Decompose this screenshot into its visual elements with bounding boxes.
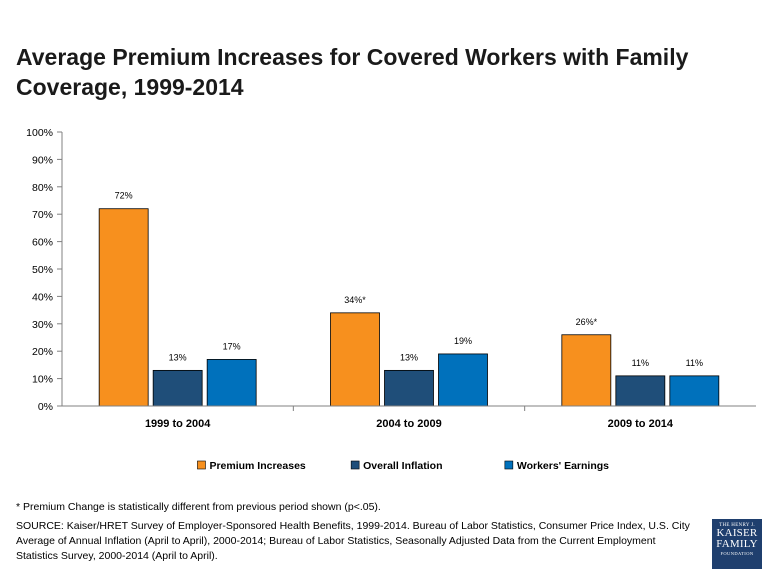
bar-data-label: 11% <box>686 358 703 368</box>
logo-line-2: FAMILY <box>716 538 758 550</box>
legend-swatch <box>350 460 360 470</box>
y-tick-label: 100% <box>26 127 53 139</box>
legend-label: Workers' Earnings <box>517 460 609 472</box>
bar-data-label: 19% <box>454 336 472 346</box>
bar-data-label: 13% <box>400 352 418 362</box>
page-title: Average Premium Increases for Covered Wo… <box>16 44 689 100</box>
logo-bottom-text: FOUNDATION <box>720 551 754 556</box>
x-axis: 1999 to 2004 2004 to 2009 2009 to 2014 <box>62 405 756 430</box>
y-tick-label: 80% <box>32 182 53 194</box>
y-tick-label: 20% <box>32 346 53 358</box>
bar <box>330 312 380 407</box>
legend: Premium Increases Overall Inflation Worker… <box>197 460 609 472</box>
kaiser-family-foundation-logo: THE HENRY J. KAISER FAMILY FOUNDATION <box>712 519 762 569</box>
y-tick-label: 0% <box>38 401 53 413</box>
legend-swatch <box>504 460 514 470</box>
bar <box>152 369 203 407</box>
bar-data-label: 11% <box>632 358 649 368</box>
logo-top-text: THE HENRY J. <box>719 523 755 528</box>
y-tick-label: 60% <box>32 237 53 249</box>
y-tick-label: 40% <box>32 291 53 303</box>
bar <box>615 375 666 407</box>
bar-chart: 0% 10% 20% 30% 40% 50% 60% 70% 80% 90% 100% 72% 13%… <box>26 127 756 472</box>
bar <box>561 334 612 407</box>
legend-label: Overall Inflation <box>363 460 442 472</box>
bar <box>384 369 434 407</box>
legend-swatch <box>197 460 206 470</box>
y-tick-label: 50% <box>32 264 53 276</box>
bar <box>206 359 257 407</box>
logo-line-1: KAISER <box>716 527 758 539</box>
bar <box>669 375 720 407</box>
x-category-label: 2009 to 2014 <box>608 418 674 430</box>
bar <box>438 353 488 407</box>
bar-data-label: 17% <box>223 341 241 351</box>
bar-data-label: 13% <box>169 352 187 362</box>
source-note: SOURCE: Kaiser/HRET Survey of Employer-S… <box>16 520 690 562</box>
x-category-label: 1999 to 2004 <box>145 418 211 430</box>
footnote: * Premium Change is statistically differ… <box>16 501 381 513</box>
y-tick-label: 10% <box>32 374 53 386</box>
bars: 72% 13% 17% 34%* 13% 19% 26%* 11% 11% <box>98 191 720 407</box>
bar-data-label: 72% <box>115 191 133 201</box>
y-tick-label: 70% <box>32 209 53 221</box>
x-category-label: 2004 to 2009 <box>376 418 441 430</box>
legend-label: Premium Increases <box>209 460 305 472</box>
y-tick-label: 30% <box>32 319 53 331</box>
bar-data-label: 34%* <box>344 295 366 305</box>
y-tick-label: 90% <box>32 154 53 166</box>
bar-data-label: 26%* <box>576 317 598 327</box>
y-axis: 0% 10% 20% 30% 40% 50% 60% 70% 80% 90% 100% <box>26 127 63 413</box>
bar <box>98 208 149 407</box>
